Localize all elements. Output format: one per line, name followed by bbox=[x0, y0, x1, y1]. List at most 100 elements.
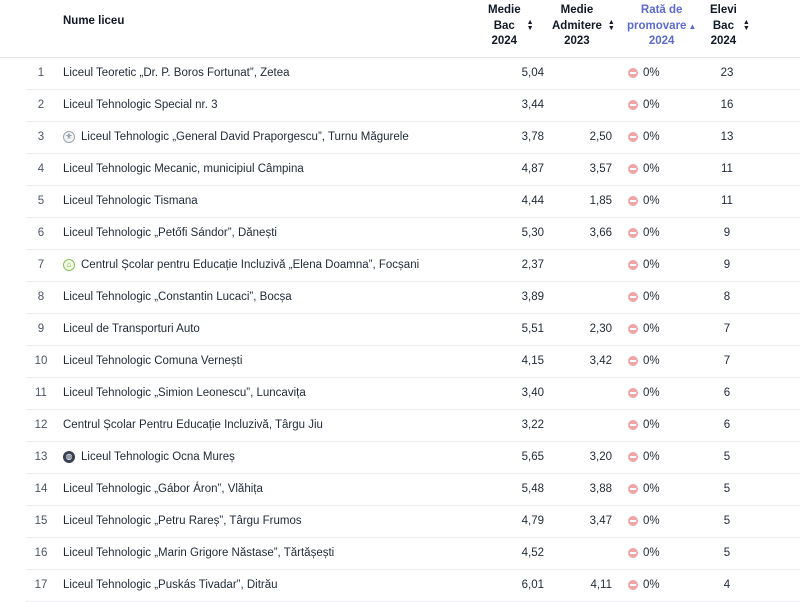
table-row[interactable]: 3 ⚜ Liceul Tehnologic „General David Prapo… bbox=[26, 121, 800, 154]
table-row[interactable]: 9 Liceul de Transporturi Auto 5,51 2,30 0% 7 bbox=[26, 313, 800, 346]
table-row[interactable]: 5 Liceul Tehnologic Tismana 4,44 1,85 0% 11 bbox=[26, 185, 800, 218]
school-name-cell[interactable]: Liceul Tehnologic Special nr. 3 bbox=[63, 89, 218, 121]
sort-icon[interactable]: ▲ ▼ bbox=[742, 19, 750, 33]
students-count-cell: 5 bbox=[696, 505, 758, 537]
students-count-cell-text: 9 bbox=[723, 227, 731, 239]
school-name-cell[interactable]: Liceul Tehnologic „Puskás Tivadar”, Ditr… bbox=[63, 569, 278, 601]
bac-average-cell: 5,30 bbox=[492, 217, 544, 249]
admission-average-cell-text: 2,50 bbox=[589, 131, 612, 143]
table-row[interactable]: 12 Centrul Școlar Pentru Educație Incluzi… bbox=[26, 409, 800, 442]
admission-average-cell bbox=[560, 89, 612, 121]
table-row[interactable]: 2 Liceul Tehnologic Special nr. 3 3,44 0% 16 bbox=[26, 89, 800, 122]
students-count-cell-text: 11 bbox=[721, 163, 733, 175]
pass-rate-cell: 0% bbox=[628, 153, 660, 185]
table-row[interactable]: 15 Liceul Tehnologic „Petru Rareș”, Târgu… bbox=[26, 505, 800, 538]
school-name-cell[interactable]: Centrul Școlar Pentru Educație Incluzivă… bbox=[63, 409, 323, 441]
table-row[interactable]: 11 Liceul Tehnologic „Simion Leonescu”, L… bbox=[26, 377, 800, 410]
school-name-cell[interactable]: Liceul Tehnologic „Marin Grigore Năstase… bbox=[63, 537, 334, 569]
sort-icon[interactable]: ▲ ▼ bbox=[526, 19, 534, 33]
admission-average-cell bbox=[560, 377, 612, 409]
table-row[interactable]: 1 Liceul Teoretic „Dr. P. Boros Fortunat”… bbox=[26, 57, 800, 90]
rank-cell: 15 bbox=[26, 505, 56, 537]
bac-average-cell-text: 2,37 bbox=[521, 259, 544, 271]
pass-rate-cell-text: 0% bbox=[643, 227, 660, 239]
column-header-name-label: Nume liceu bbox=[63, 14, 125, 27]
school-name-cell[interactable]: Liceul Tehnologic Comuna Vernești bbox=[63, 345, 242, 377]
school-name-cell[interactable]: ◍ Liceul Tehnologic Ocna Mureș bbox=[63, 441, 235, 473]
bac-average-cell: 4,44 bbox=[492, 185, 544, 217]
admission-average-cell: 2,30 bbox=[560, 313, 612, 345]
table-row[interactable]: 4 Liceul Tehnologic Mecanic, municipiul C… bbox=[26, 153, 800, 186]
table-row[interactable]: 17 Liceul Tehnologic „Puskás Tivadar”, Di… bbox=[26, 569, 800, 602]
bac-average-cell: 5,48 bbox=[492, 473, 544, 505]
rank-cell-text: 3 bbox=[37, 131, 45, 143]
school-name-cell[interactable]: Liceul Tehnologic Tismana bbox=[63, 185, 198, 217]
rank-cell-text: 5 bbox=[37, 195, 45, 207]
pass-rate-cell: 0% bbox=[628, 409, 660, 441]
table-row[interactable]: 16 Liceul Tehnologic „Marin Grigore Năsta… bbox=[26, 537, 800, 570]
school-name-cell[interactable]: Liceul Tehnologic Mecanic, municipiul Câ… bbox=[63, 153, 304, 185]
column-header-pass-rate[interactable]: Rată de promovare ▲ 2024 bbox=[627, 3, 696, 50]
rank-cell-text: 12 bbox=[34, 419, 48, 431]
bac-average-cell-text: 3,78 bbox=[521, 131, 544, 143]
school-name-cell[interactable]: Liceul Teoretic „Dr. P. Boros Fortunat”,… bbox=[63, 57, 290, 89]
bac-average-cell: 3,40 bbox=[492, 377, 544, 409]
column-header-name[interactable]: Nume liceu bbox=[63, 0, 124, 49]
school-name-cell[interactable]: ⌂ Centrul Școlar pentru Educație Incluziv… bbox=[63, 249, 419, 281]
bac-average-cell: 2,37 bbox=[492, 249, 544, 281]
table-row[interactable]: 14 Liceul Tehnologic „Gábor Áron”, Vlăhiț… bbox=[26, 473, 800, 506]
students-count-cell: 11 bbox=[696, 153, 758, 185]
table-row[interactable]: 10 Liceul Tehnologic Comuna Vernești 4,15 3… bbox=[26, 345, 800, 378]
column-header-students[interactable]: Elevi Bac 2024 ▲ ▼ bbox=[710, 3, 750, 50]
school-name-cell[interactable]: Liceul de Transporturi Auto bbox=[63, 313, 200, 345]
bac-average-cell-text: 5,48 bbox=[521, 483, 544, 495]
column-header-admission-line3: 2023 bbox=[564, 35, 590, 47]
rank-cell: 16 bbox=[26, 537, 56, 569]
students-count-cell: 7 bbox=[696, 313, 758, 345]
students-count-cell: 9 bbox=[696, 217, 758, 249]
school-name-cell-text: Liceul Teoretic „Dr. P. Boros Fortunat”,… bbox=[63, 67, 290, 79]
minus-circle-icon bbox=[628, 228, 638, 238]
column-header-pass-rate-line3: 2024 bbox=[648, 35, 675, 47]
column-header-students-line1: Elevi bbox=[710, 4, 737, 16]
pass-rate-cell: 0% bbox=[628, 569, 660, 601]
bac-average-cell: 4,52 bbox=[492, 537, 544, 569]
sort-icon[interactable]: ▲ ▼ bbox=[607, 19, 615, 33]
admission-average-cell bbox=[560, 409, 612, 441]
pass-rate-cell: 0% bbox=[628, 281, 660, 313]
admission-average-cell-text: 4,11 bbox=[590, 579, 612, 591]
bac-average-cell: 3,78 bbox=[492, 121, 544, 153]
pass-rate-cell-text: 0% bbox=[643, 163, 660, 175]
table-row[interactable]: 7 ⌂ Centrul Școlar pentru Educație Incluzi… bbox=[26, 249, 800, 282]
rank-cell: 11 bbox=[26, 377, 56, 409]
school-name-cell[interactable]: Liceul Tehnologic „Petőfi Sándor”, Dăneș… bbox=[63, 217, 277, 249]
rank-cell-text: 1 bbox=[37, 67, 45, 79]
school-name-cell[interactable]: ⚜ Liceul Tehnologic „General David Prapor… bbox=[63, 121, 409, 153]
admission-average-cell bbox=[560, 57, 612, 89]
school-name-cell[interactable]: Liceul Tehnologic „Petru Rareș”, Târgu F… bbox=[63, 505, 302, 537]
sort-ascending-icon[interactable]: ▲ bbox=[688, 21, 697, 31]
students-count-cell-text: 6 bbox=[723, 419, 731, 431]
pass-rate-cell: 0% bbox=[628, 505, 660, 537]
minus-circle-icon bbox=[628, 164, 638, 174]
rank-cell: 13 bbox=[26, 441, 56, 473]
bac-average-cell: 4,79 bbox=[492, 505, 544, 537]
bac-average-cell-text: 5,51 bbox=[521, 323, 544, 335]
pass-rate-cell-text: 0% bbox=[643, 67, 660, 79]
admission-average-cell: 3,57 bbox=[560, 153, 612, 185]
school-name-cell[interactable]: Liceul Tehnologic „Gábor Áron”, Vlăhița bbox=[63, 473, 263, 505]
admission-average-cell: 2,50 bbox=[560, 121, 612, 153]
rank-cell-text: 13 bbox=[34, 451, 48, 463]
school-name-cell[interactable]: Liceul Tehnologic „Simion Leonescu”, Lun… bbox=[63, 377, 306, 409]
admission-average-cell bbox=[560, 249, 612, 281]
table-row[interactable]: 13 ◍ Liceul Tehnologic Ocna Mureș 5,65 3,20 0… bbox=[26, 441, 800, 474]
column-header-bac[interactable]: Medie Bac 2024 ▲ ▼ bbox=[488, 3, 534, 50]
bac-average-cell-text: 3,89 bbox=[521, 291, 544, 303]
students-count-cell-text: 16 bbox=[720, 99, 734, 111]
school-name-cell[interactable]: Liceul Tehnologic „Constantin Lucaci”, B… bbox=[63, 281, 292, 313]
table-row[interactable]: 6 Liceul Tehnologic „Petőfi Sándor”, Dăne… bbox=[26, 217, 800, 250]
table-row[interactable]: 8 Liceul Tehnologic „Constantin Lucaci”, … bbox=[26, 281, 800, 314]
column-header-admission[interactable]: Medie Admitere 2023 ▲ ▼ bbox=[552, 3, 615, 50]
students-count-cell-text: 9 bbox=[723, 259, 731, 271]
minus-circle-icon bbox=[628, 68, 638, 78]
